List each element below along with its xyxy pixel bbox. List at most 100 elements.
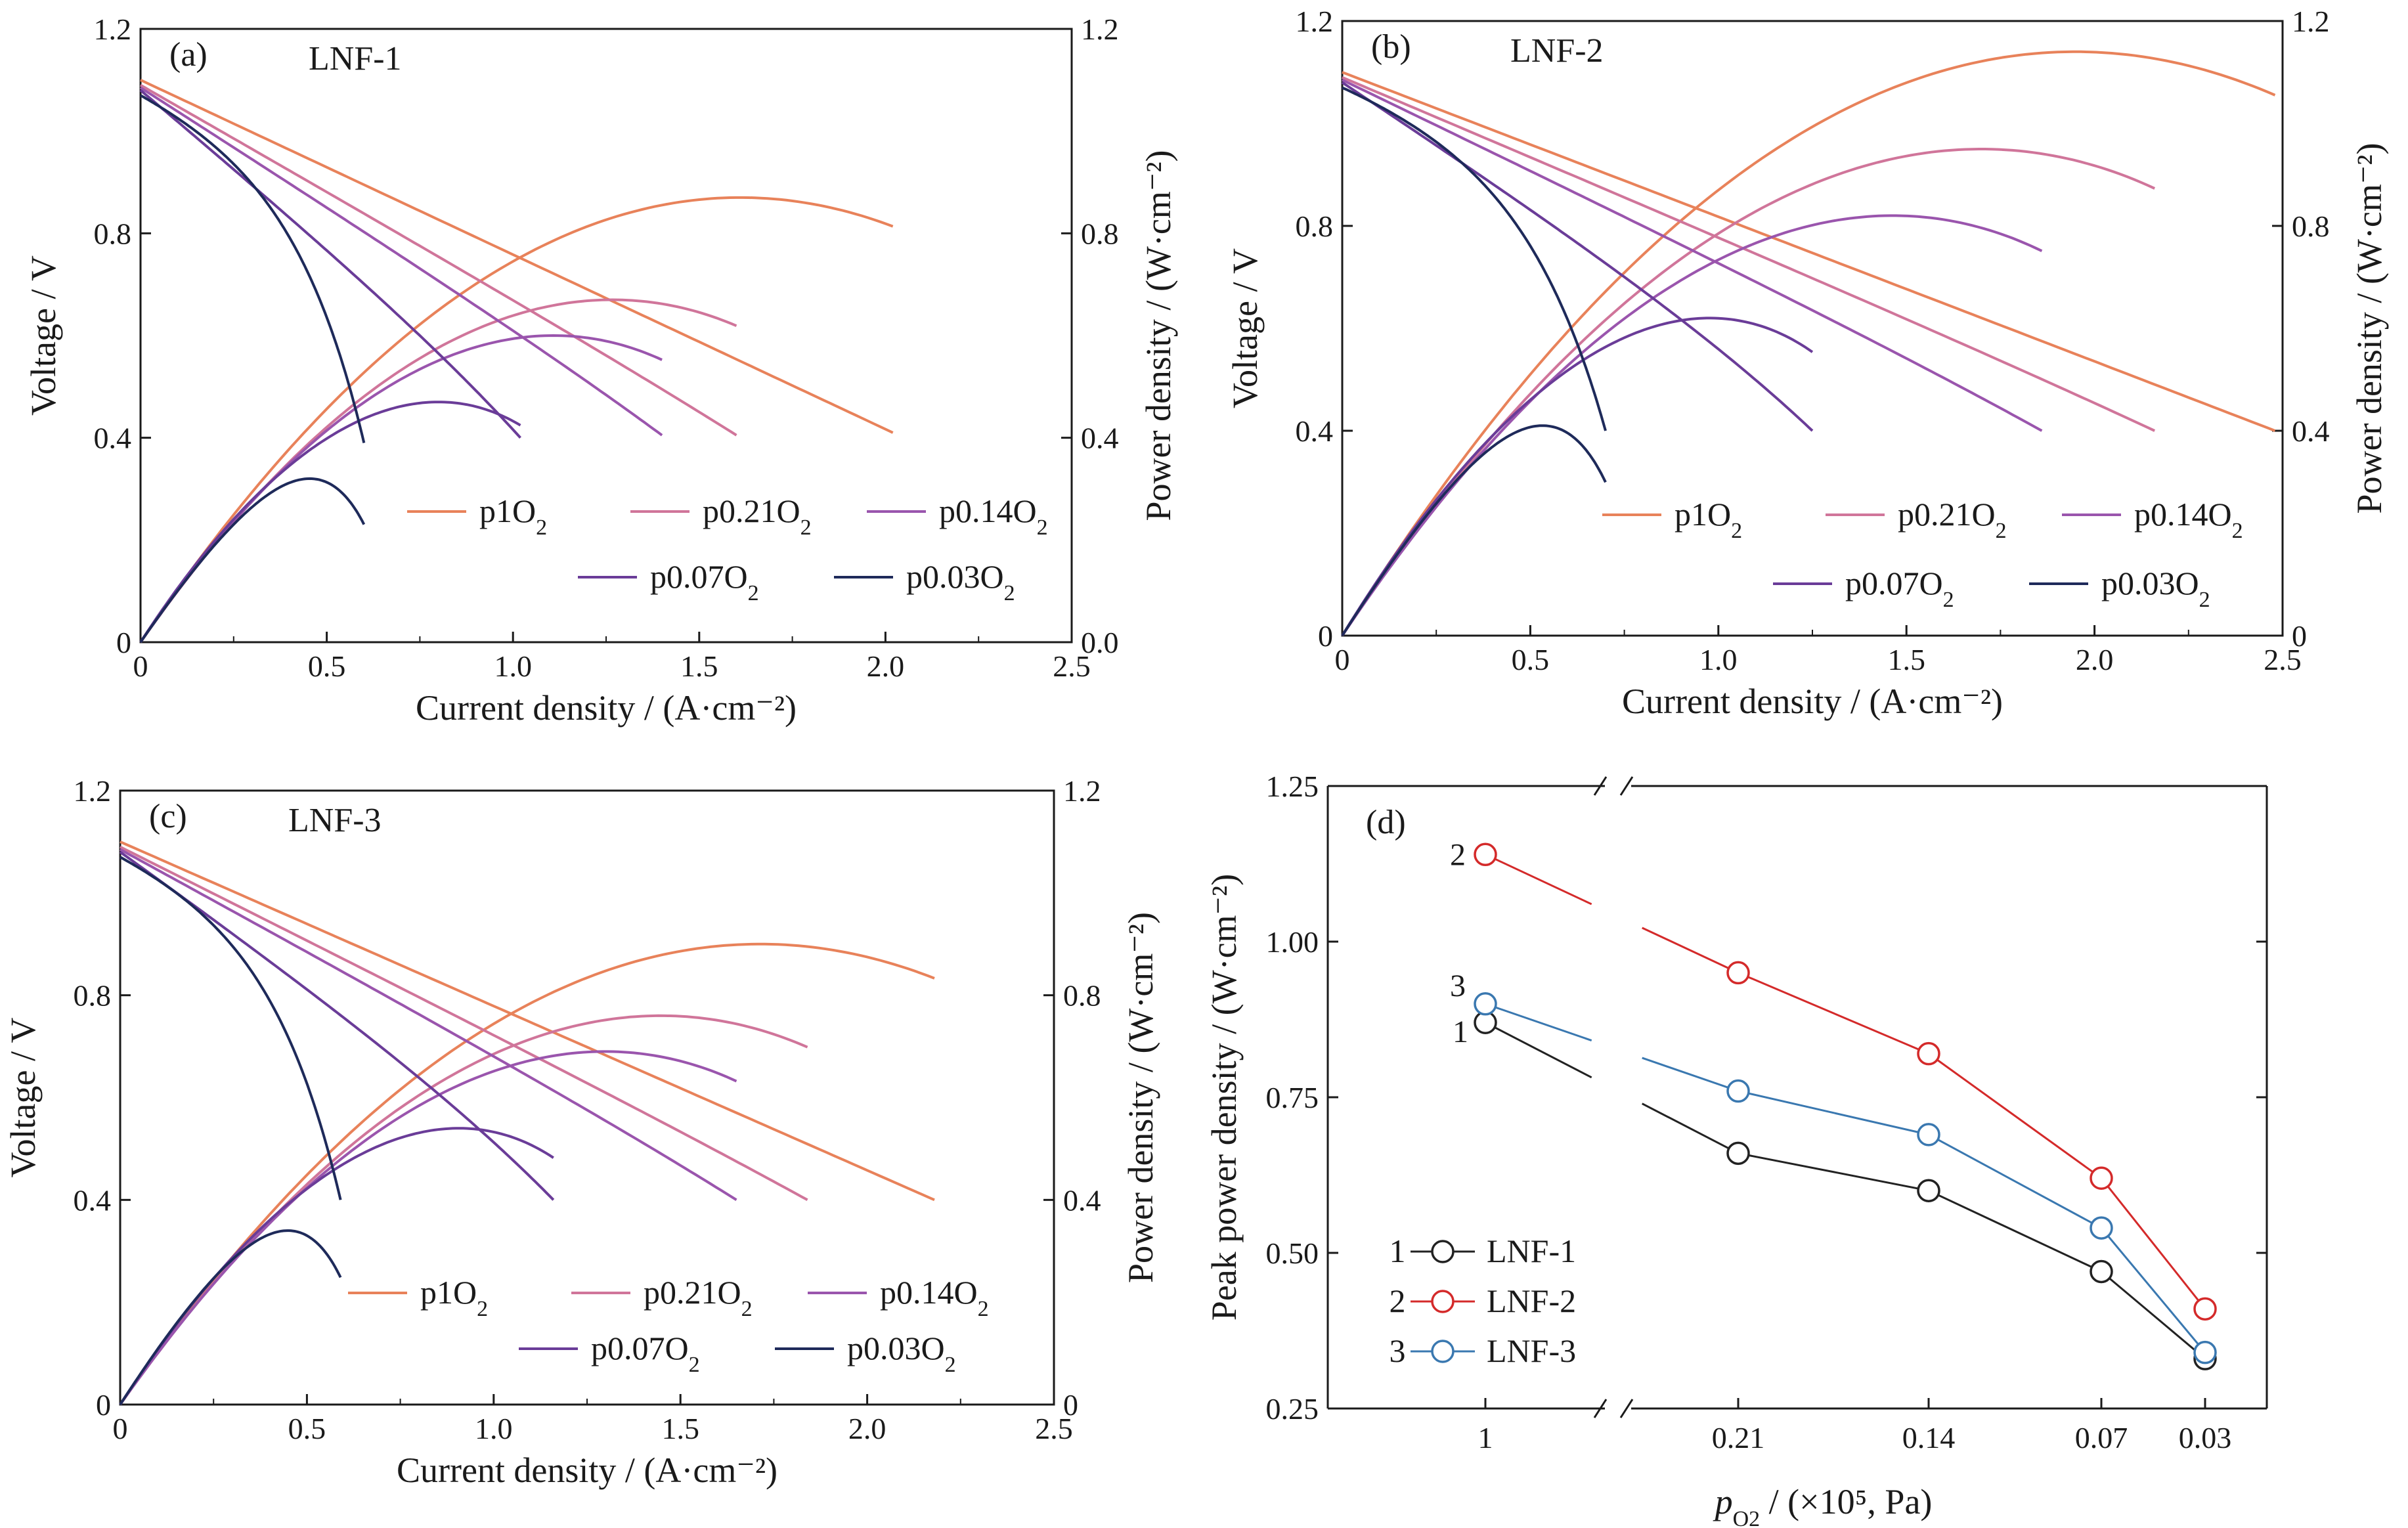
- y-axis-title-left: Voltage / V: [3, 1017, 43, 1177]
- x-axis-title: Current density / (A·cm⁻²): [397, 1451, 777, 1490]
- power-curve-p1O2: [1341, 50, 2276, 637]
- legend-number: 1: [1390, 1233, 1406, 1269]
- panel-tag: (b): [1371, 28, 1411, 66]
- legend-label: p1O2: [1675, 496, 1742, 543]
- y-tick-label-left: 0.8: [74, 979, 112, 1013]
- voltage-curve-p0.03O2: [120, 856, 342, 1200]
- x-tick-label: 2.5: [1035, 1412, 1073, 1445]
- power-curve-p0.07O2: [139, 401, 521, 644]
- panel-b: 0 0.5 1.0 1.5 2.0 2.50 00.4 0.40.8 0.81.2 1.2Curr…: [1225, 5, 2389, 721]
- x-tick-label: 1: [1478, 1421, 1493, 1454]
- x-tick-label: 1.5: [1887, 643, 1925, 676]
- series-line-LNF-1: [1642, 1102, 1739, 1154]
- axis-break-mark: [1593, 1399, 1608, 1418]
- legend-number: 3: [1390, 1332, 1406, 1369]
- data-point-LNF-3: [1474, 992, 1497, 1016]
- data-point-LNF-2: [1726, 961, 1750, 985]
- power-curve-p0.07O2: [119, 1127, 554, 1406]
- power-curve-p0.21O2: [119, 1014, 808, 1406]
- legend-label: p0.03O2: [2101, 565, 2210, 612]
- y-tick-label: 0.25: [1266, 1392, 1319, 1426]
- series-number-label: 2: [1450, 837, 1466, 872]
- y-tick-label-right: 0.0: [1081, 626, 1119, 659]
- legend-label: p0.21O2: [644, 1274, 753, 1321]
- voltage-curve-p0.14O2: [1342, 78, 2043, 432]
- data-point-LNF-1: [2090, 1259, 2113, 1284]
- legend-label: LNF-3: [1487, 1332, 1576, 1369]
- data-point-LNF-2: [1474, 842, 1497, 867]
- legend-label: LNF-2: [1487, 1282, 1576, 1319]
- voltage-curve-p0.21O2: [140, 83, 737, 437]
- y-tick-label-left: 1.2: [1296, 5, 1334, 38]
- x-tick-label: 0.03: [2179, 1421, 2232, 1454]
- y-tick-label-left: 0.4: [74, 1183, 112, 1217]
- power-curve-p1O2: [139, 196, 894, 644]
- voltage-curve-p0.14O2: [120, 848, 737, 1201]
- x-axis-title: pO2 / (×10⁵, Pa): [1713, 1482, 1933, 1528]
- legend-marker: [1431, 1240, 1455, 1263]
- voltage-curve-p1O2: [140, 78, 894, 434]
- legend-label: p1O2: [479, 492, 547, 540]
- power-curve-p0.21O2: [1341, 148, 2156, 637]
- x-tick-label: 2.5: [2264, 643, 2302, 676]
- data-point-LNF-2: [1917, 1041, 1940, 1066]
- y-tick-label-left: 0.4: [1296, 414, 1334, 448]
- y-tick-label-left: 1.2: [74, 774, 112, 808]
- y-axis-title-left: Voltage / V: [24, 255, 63, 416]
- x-tick-label: 2.5: [1053, 649, 1091, 683]
- power-curve-p0.03O2: [139, 477, 366, 644]
- x-tick-label: 0: [133, 649, 148, 683]
- power-curve-p0.21O2: [139, 298, 737, 644]
- power-curve-p0.03O2: [1341, 424, 1607, 637]
- data-point-LNF-3: [2193, 1340, 2217, 1364]
- x-tick-label: 2.0: [2076, 643, 2114, 676]
- x-axis-title: Current density / (A·cm⁻²): [1622, 682, 2003, 721]
- y-tick-label-left: 0.8: [1296, 209, 1334, 243]
- series-line-LNF-3: [1642, 1057, 1739, 1092]
- panel-c: 0 0.5 1.0 1.5 2.0 2.50 00.4 0.40.8 0.81.2 1.2Curr…: [3, 774, 1160, 1490]
- panel-tag: (a): [169, 36, 208, 74]
- y-tick-label: 1.00: [1266, 925, 1319, 959]
- y-tick-label-left: 0.8: [94, 217, 132, 250]
- legend-label: p0.14O2: [2134, 496, 2243, 543]
- legend-label: p0.03O2: [847, 1330, 956, 1377]
- series-number-label: 1: [1453, 1015, 1468, 1049]
- data-point-LNF-1: [1917, 1179, 1940, 1202]
- y-tick-label-left: 0: [1318, 619, 1333, 653]
- voltage-curve-p0.21O2: [120, 845, 808, 1202]
- y-axis-title-left: Voltage / V: [1225, 248, 1265, 408]
- x-tick-label: 0.21: [1712, 1421, 1765, 1454]
- panel-tag: (c): [149, 798, 187, 835]
- series-line-LNF-3: [1485, 1003, 1592, 1041]
- y-tick-label-right: 0.8: [1081, 217, 1119, 250]
- series-line-LNF-2: [1485, 853, 1592, 906]
- power-curve-p1O2: [119, 942, 935, 1406]
- x-tick-label: 0: [113, 1412, 128, 1445]
- panel-a: 0 0.5 1.0 1.5 2.0 2.5 0 0.0 0.4 0.4 0.8 0.8 1.2 1.2 Cu…: [24, 12, 1178, 728]
- axis-break-mark: [1619, 1399, 1634, 1418]
- y-tick-label-left: 0.4: [94, 422, 132, 455]
- y-tick-label: 0.50: [1266, 1236, 1319, 1270]
- legend-label: p1O2: [420, 1274, 488, 1321]
- y-tick-label-right: 0.8: [2292, 209, 2330, 243]
- panel-title: LNF-2: [1510, 32, 1604, 70]
- x-tick-label: 1.0: [1699, 643, 1738, 676]
- power-curve-p0.14O2: [139, 334, 663, 644]
- voltage-curve-p0.21O2: [1342, 76, 2156, 432]
- y-axis-title: Peak power density / (W·cm⁻²): [1204, 874, 1244, 1321]
- y-tick-label: 0.75: [1266, 1081, 1319, 1114]
- x-axis-title: Current density / (A·cm⁻²): [416, 688, 797, 728]
- voltage-curve-p1O2: [1342, 71, 2276, 432]
- x-tick-label: 1.0: [475, 1412, 513, 1445]
- data-point-LNF-2: [2193, 1297, 2217, 1321]
- legend-label: p0.07O2: [591, 1330, 700, 1377]
- y-axis-title-right: Power density / (W·cm⁻²): [1139, 150, 1178, 521]
- x-tick-label: 2.0: [848, 1412, 887, 1445]
- x-tick-label: 2.0: [867, 649, 905, 683]
- y-tick-label-right: 0.4: [1081, 422, 1119, 455]
- data-point-LNF-3: [1917, 1123, 1940, 1146]
- legend-label: p0.14O2: [939, 492, 1048, 540]
- y-axis-title-right: Power density / (W·cm⁻²): [1121, 912, 1160, 1283]
- legend-label: LNF-1: [1487, 1233, 1576, 1269]
